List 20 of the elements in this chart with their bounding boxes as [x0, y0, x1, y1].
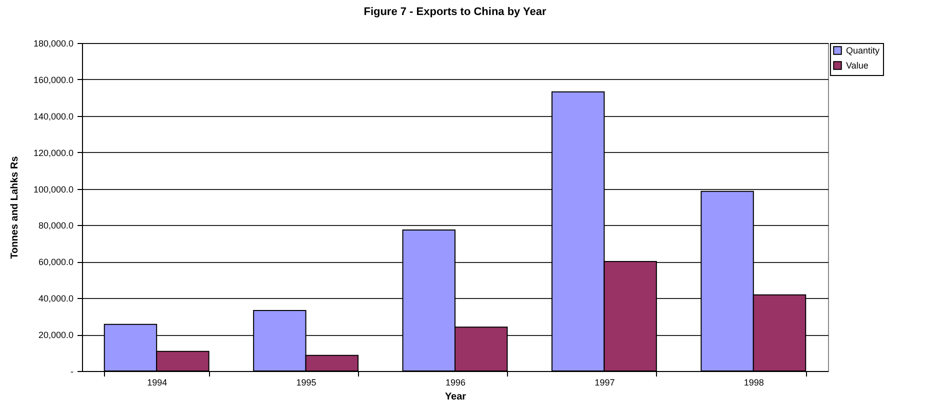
y-tick-label: 80,000.0	[38, 220, 74, 231]
y-tick-label: 160,000.0	[33, 74, 74, 85]
x-tick-label: 1996	[445, 378, 466, 388]
legend-label: Value	[846, 60, 868, 70]
y-tick-label: 60,000.0	[38, 257, 74, 268]
x-tick-label: 1997	[594, 378, 615, 388]
x-tick-label: 1994	[147, 378, 168, 388]
y-tick-label: 100,000.0	[33, 184, 74, 194]
chart-title: Figure 7 - Exports to China by Year	[364, 6, 547, 18]
x-tick-label: 1995	[296, 378, 316, 388]
y-axis-title: Tonnes and Lahks Rs	[9, 156, 20, 259]
y-tick-label: 180,000.0	[33, 38, 74, 48]
y-tick-label: 20,000.0	[38, 330, 74, 340]
y-tick-label: 40,000.0	[38, 294, 74, 304]
x-axis-title: Year	[444, 392, 466, 402]
y-tick-label: 140,000.0	[33, 111, 74, 122]
legend-label: Quantity	[846, 46, 880, 56]
y-tick-label: 120,000.0	[33, 148, 74, 158]
y-tick-label: -	[70, 366, 74, 376]
x-tick-label: 1998	[744, 378, 764, 388]
